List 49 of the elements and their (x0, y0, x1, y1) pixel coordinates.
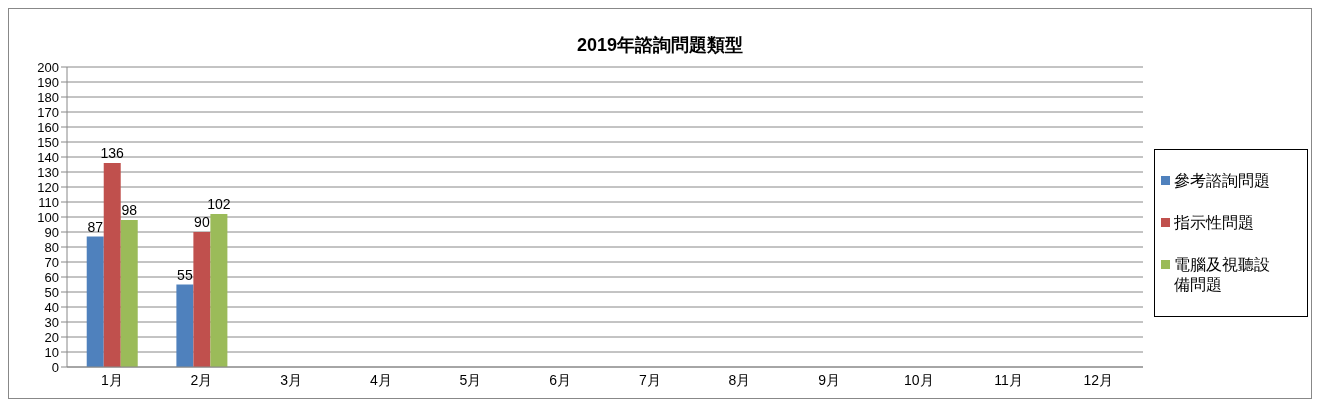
bar (176, 284, 194, 367)
y-tick-label: 40 (44, 299, 59, 315)
y-tick-label: 10 (44, 344, 59, 360)
y-tick-label: 70 (44, 254, 59, 270)
y-tick-label: 150 (37, 134, 59, 150)
y-tick-label: 60 (44, 269, 59, 285)
data-label: 55 (177, 266, 193, 283)
data-label: 87 (87, 218, 104, 235)
x-tick-label: 1月 (100, 371, 123, 388)
chart-title: 2019年諮詢問題類型 (575, 34, 744, 57)
y-tick-label: 110 (38, 194, 59, 210)
x-tick-label: 10月 (904, 371, 934, 388)
y-tick-label: 190 (37, 74, 59, 90)
data-label: 98 (121, 202, 138, 218)
x-tick-label: 12月 (1083, 371, 1113, 388)
y-tick-label: 80 (44, 239, 59, 255)
x-tick-label: 6月 (549, 371, 572, 388)
y-tick-label: 0 (51, 359, 59, 375)
x-tick-label: 8月 (728, 371, 751, 388)
legend-label: 參考諮詢問題 (1174, 171, 1271, 191)
y-tick-label: 30 (44, 314, 59, 330)
y-tick-label: 50 (44, 284, 59, 300)
data-label: 136 (100, 145, 125, 161)
x-tick-label: 9月 (818, 371, 841, 388)
x-tick-label: 2月 (190, 371, 213, 388)
y-tick-label: 120 (37, 179, 59, 195)
data-label: 90 (194, 214, 210, 230)
y-tick-label: 130 (37, 164, 59, 180)
x-tick-label: 11月 (994, 371, 1023, 388)
legend-label: 指示性問題 (1174, 213, 1255, 233)
bar (210, 214, 228, 367)
legend-label: 電腦及視聽設備問題 (1174, 255, 1271, 295)
bar (103, 163, 121, 367)
x-tick-label: 7月 (638, 371, 661, 388)
y-tick-label: 20 (44, 329, 59, 345)
y-tick-label: 160 (37, 119, 59, 135)
y-tick-label: 100 (37, 209, 59, 225)
y-tick-label: 140 (37, 149, 59, 165)
bar (86, 236, 104, 367)
x-tick-label: 5月 (459, 371, 482, 388)
bar (120, 220, 138, 367)
y-tick-label: 180 (37, 89, 59, 105)
y-tick-label: 200 (37, 59, 59, 75)
x-tick-label: 4月 (369, 371, 392, 388)
y-tick-label: 90 (44, 224, 59, 240)
x-tick-label: 3月 (280, 371, 303, 388)
bar (193, 232, 211, 367)
y-tick-label: 170 (37, 104, 59, 120)
data-label: 102 (207, 196, 231, 212)
